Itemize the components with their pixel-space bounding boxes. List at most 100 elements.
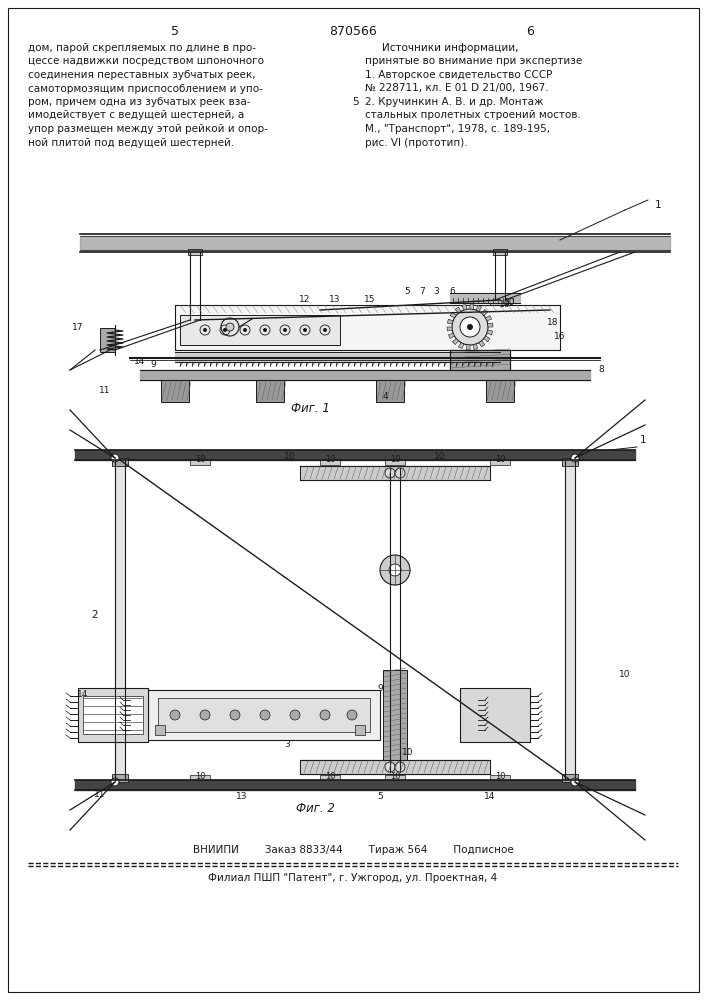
Text: 4: 4 [382,392,388,401]
Text: 14: 14 [484,792,496,801]
Bar [180,315,340,345]
Text: 11: 11 [99,386,111,395]
Bar [78,688,148,742]
Polygon shape [473,344,478,350]
Bar [188,249,202,255]
Text: 3: 3 [433,287,439,296]
Text: 15: 15 [364,295,375,304]
Text: 10: 10 [619,670,631,679]
Text: 14: 14 [134,357,146,366]
Text: 1: 1 [640,435,647,445]
Polygon shape [470,304,474,309]
Circle shape [226,323,234,331]
Bar [486,380,514,402]
Text: цессе надвижки посредством шпоночного: цессе надвижки посредством шпоночного [28,56,264,66]
Text: имодействует с ведущей шестерней, а: имодействует с ведущей шестерней, а [28,110,244,120]
Text: 11: 11 [94,790,106,799]
Text: 10: 10 [194,455,205,464]
Bar [190,775,210,780]
Polygon shape [450,312,456,318]
Text: 12: 12 [299,295,310,304]
Circle shape [571,454,579,462]
Text: стальных пролетных строений мостов.: стальных пролетных строений мостов. [365,110,581,120]
Text: 10: 10 [495,772,506,781]
Bar [385,460,405,465]
Text: Источники информации,: Источники информации, [382,43,518,53]
Text: 5: 5 [171,25,179,38]
Bar [383,670,407,760]
Text: 7: 7 [419,287,425,296]
Text: 5: 5 [404,287,410,296]
Text: 18: 18 [547,318,559,327]
Bar [562,774,578,782]
Bar [562,458,578,466]
Bar [493,249,507,255]
Text: 16: 16 [554,332,566,341]
Text: 10: 10 [325,455,335,464]
Bar [320,460,340,465]
Bar [155,725,165,735]
Circle shape [395,762,405,772]
Polygon shape [462,304,467,310]
Circle shape [460,317,480,337]
Text: 10: 10 [434,452,445,461]
Bar [185,317,205,325]
Bar [385,775,405,780]
Text: 10: 10 [325,772,335,781]
Polygon shape [447,327,452,331]
Text: Фиг. 1: Фиг. 1 [291,402,329,415]
Text: № 228711, кл. Е 01 D 21/00, 1967.: № 228711, кл. Е 01 D 21/00, 1967. [365,84,549,94]
Text: 9: 9 [377,684,383,693]
Text: 10: 10 [284,452,296,461]
Circle shape [380,555,410,585]
Circle shape [283,328,287,332]
Text: 10: 10 [390,772,400,781]
Text: упор размещен между этой рейкой и опор-: упор размещен между этой рейкой и опор- [28,124,268,134]
Circle shape [395,468,405,478]
Circle shape [243,328,247,332]
Circle shape [303,328,307,332]
Text: 10: 10 [390,455,400,464]
Polygon shape [466,345,470,350]
Polygon shape [479,341,485,347]
Circle shape [571,778,579,786]
Circle shape [347,710,357,720]
Bar [112,774,128,782]
Circle shape [323,328,327,332]
Text: принятые во внимание при экспертизе: принятые во внимание при экспертизе [365,56,583,66]
Polygon shape [448,333,455,338]
Bar [256,380,284,402]
Circle shape [203,328,207,332]
Text: 2: 2 [91,610,98,620]
Circle shape [200,710,210,720]
Bar [320,775,340,780]
Text: Филиал ПШП "Патент", г. Ужгород, ул. Проектная, 4: Филиал ПШП "Патент", г. Ужгород, ул. Про… [209,873,498,883]
Text: 13: 13 [236,792,247,801]
Bar [161,380,189,402]
Circle shape [111,454,119,462]
Polygon shape [476,305,481,311]
Circle shape [260,710,270,720]
Bar [355,725,365,735]
Text: 3: 3 [284,740,290,749]
Text: 9: 9 [150,360,156,369]
Polygon shape [448,319,453,324]
Bar [376,380,404,402]
Polygon shape [452,339,458,345]
Polygon shape [455,307,461,313]
Text: 6: 6 [449,287,455,296]
Bar [190,460,210,465]
Circle shape [467,324,473,330]
Circle shape [389,564,401,576]
Text: дом, парой скрепляемых по длине в про-: дом, парой скрепляемых по длине в про- [28,43,256,53]
Polygon shape [488,323,493,327]
Bar [490,460,510,465]
Text: 10: 10 [495,455,506,464]
Text: 870566: 870566 [329,25,377,38]
Text: 13: 13 [329,295,341,304]
Circle shape [230,710,240,720]
Bar [112,458,128,466]
Text: ром, причем одна из зубчатых реек вза-: ром, причем одна из зубчатых реек вза- [28,97,250,107]
Polygon shape [459,343,464,349]
Text: 10: 10 [499,300,510,309]
